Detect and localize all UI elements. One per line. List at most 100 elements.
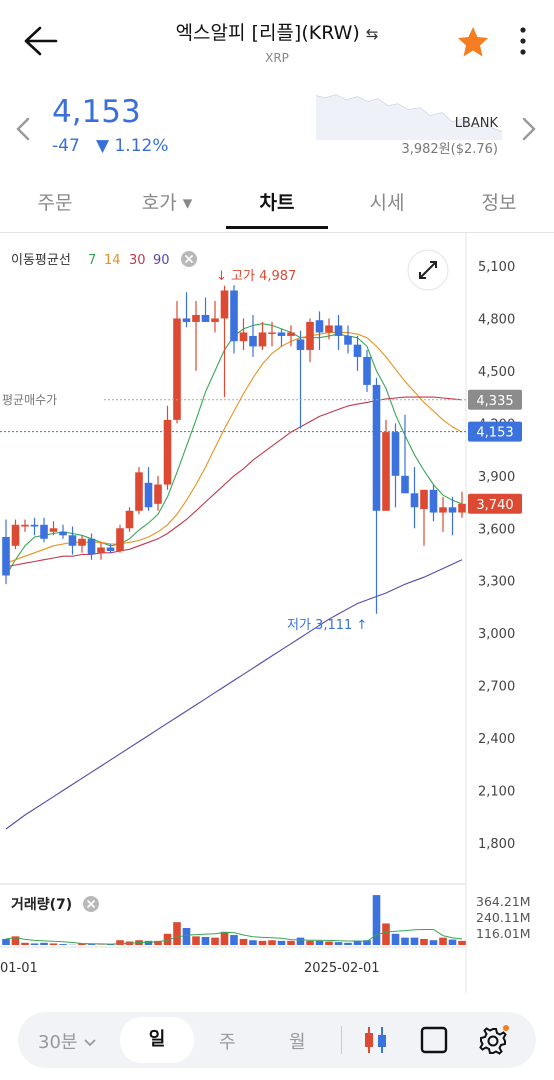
candle-body	[287, 332, 295, 336]
settings-gear-icon[interactable]	[476, 1024, 510, 1058]
volume-bar	[87, 944, 96, 945]
candle-body	[21, 524, 29, 527]
volume-bar	[391, 933, 400, 945]
candle-body	[410, 493, 419, 508]
volume-bar	[363, 940, 371, 945]
candle-body	[230, 290, 238, 342]
volume-bar	[315, 940, 324, 945]
volume-bar	[192, 936, 200, 945]
period-week[interactable]: 주	[219, 1032, 236, 1053]
tab-order[interactable]: 주문	[37, 192, 73, 214]
y-tick-label: 2,400	[478, 732, 515, 747]
active-tab-indicator	[226, 226, 328, 229]
volume-bar	[173, 922, 181, 945]
drawing-tool-icon[interactable]	[419, 1025, 449, 1055]
divider	[0, 232, 554, 233]
candle-body	[249, 335, 257, 347]
candle-body	[125, 510, 134, 529]
volume-ma-line	[5, 929, 463, 945]
chart-toolbar: 30분 일 주 월	[18, 1012, 536, 1068]
chevron-down-icon	[84, 1039, 96, 1047]
ma-legend-90: 90	[153, 253, 170, 268]
volume-bar	[296, 937, 305, 945]
y-tick-label: 2,100	[478, 785, 515, 800]
prev-coin-chevron-icon[interactable]	[14, 116, 32, 142]
last-close-tag: 3,740	[468, 493, 522, 514]
candle-body	[372, 384, 381, 511]
ma-legend-14: 14	[104, 253, 121, 268]
candle-body	[144, 482, 153, 508]
interval-select[interactable]: 30분	[38, 1028, 97, 1054]
exchange-name: LBANK	[454, 116, 498, 131]
volume-bar	[401, 937, 409, 945]
tab-info[interactable]: 정보	[481, 192, 517, 214]
fullscreen-button[interactable]	[407, 249, 449, 291]
change-percent: ▼ 1.12%	[96, 136, 169, 156]
volume-label: 거래량(7)	[11, 897, 72, 913]
tab-chart[interactable]: 차트	[259, 192, 295, 214]
period-month[interactable]: 월	[289, 1032, 306, 1053]
swap-icon[interactable]: ⇆	[365, 25, 379, 43]
volume-bar	[230, 935, 238, 945]
candle-body	[429, 489, 438, 513]
volume-bar	[410, 937, 419, 945]
ma-line-30	[5, 396, 463, 568]
volume-bar	[144, 940, 153, 945]
y-tick-label: 1,800	[478, 837, 515, 852]
candle-body	[182, 318, 191, 322]
volume-bar	[154, 940, 162, 945]
toolbar-divider	[341, 1026, 342, 1054]
tab-market[interactable]: 시세	[369, 192, 405, 214]
y-tick-label: 3,600	[478, 522, 515, 537]
page-title[interactable]: 엑스알피 [리플](KRW) ⇆	[0, 18, 554, 45]
candle-body	[201, 314, 210, 322]
price-chart[interactable]: 5,1004,8004,5004,2003,9003,6003,3003,000…	[0, 233, 554, 993]
x-label-2: 2025-02-01	[304, 961, 380, 976]
candle-body	[220, 290, 229, 319]
volume-bar	[429, 940, 438, 945]
candle-body	[49, 528, 58, 532]
low-annotation: 저가 3,111 ↑	[287, 618, 367, 633]
volume-bar	[372, 895, 381, 945]
volume-bar	[325, 941, 333, 945]
candle-body	[68, 535, 77, 546]
close-volume-icon[interactable]	[83, 896, 99, 912]
volume-bar	[287, 940, 295, 945]
volume-tick-3: 116.01M	[476, 926, 531, 941]
tab-bar: 주문 호가 ▾ 차트 시세 정보	[0, 176, 554, 232]
next-coin-chevron-icon[interactable]	[520, 116, 538, 142]
volume-bar	[116, 940, 124, 945]
candle-body	[334, 325, 343, 336]
candle-body	[78, 538, 86, 546]
volume-bar	[239, 938, 248, 945]
close-ma-legend-icon[interactable]	[181, 251, 197, 267]
volume-tick-2: 240.11M	[476, 910, 531, 925]
more-menu-icon[interactable]	[516, 26, 530, 56]
candle-body	[97, 547, 105, 553]
y-tick-label: 5,100	[478, 260, 515, 275]
volume-bar	[268, 940, 276, 945]
back-arrow-icon[interactable]	[22, 24, 58, 58]
candle-body	[192, 314, 200, 322]
candle-body	[106, 547, 115, 552]
period-day[interactable]: 일	[120, 1017, 194, 1063]
volume-bar	[353, 940, 362, 945]
candle-body	[391, 432, 400, 476]
y-tick-label: 3,900	[478, 470, 515, 485]
candle-body	[353, 344, 362, 357]
current-price-tag: 4,153	[468, 421, 522, 442]
volume-bar	[40, 942, 48, 945]
avg-buy-value: 4,335	[476, 394, 513, 409]
ma-legend-label: 이동평균선	[11, 253, 71, 268]
volume-bar	[439, 937, 447, 945]
favorite-star-icon[interactable]	[456, 25, 490, 59]
candle-type-icon[interactable]	[362, 1025, 390, 1055]
coin-symbol: XRP	[265, 51, 289, 65]
candle-body	[306, 321, 314, 350]
candles	[2, 285, 466, 614]
coin-title: 엑스알피 [리플](KRW)	[175, 22, 360, 44]
candle-body	[173, 318, 181, 420]
candle-body	[163, 419, 172, 485]
tab-orderbook[interactable]: 호가 ▾	[141, 192, 193, 214]
candle-body	[211, 318, 219, 322]
